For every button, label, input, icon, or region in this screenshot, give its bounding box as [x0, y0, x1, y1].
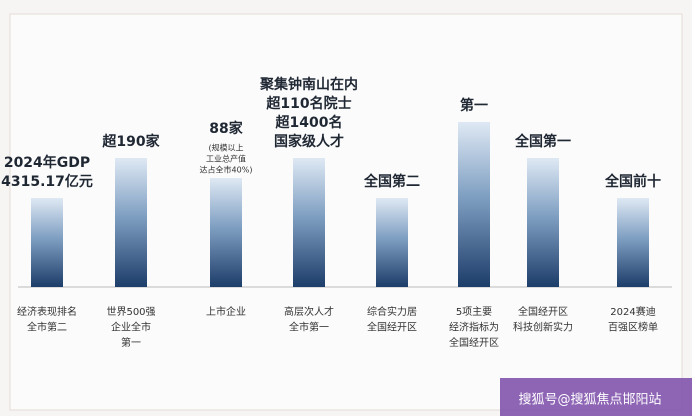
- top-label: 超110名院士: [265, 95, 351, 112]
- top-label: 全国第二: [363, 173, 420, 190]
- bottom-label: 上市企业: [206, 305, 246, 318]
- bar: [617, 198, 649, 287]
- top-label: 88家: [209, 120, 243, 137]
- bottom-label: 科技创新实力: [513, 321, 573, 334]
- top-label: 聚集钟南山在内: [259, 76, 358, 93]
- bar: [210, 178, 242, 287]
- bottom-label: 综合实力居: [367, 305, 417, 318]
- note-label: 达占全市40%): [200, 165, 253, 175]
- top-label: 国家级人才: [274, 133, 344, 150]
- top-label: 超1400名: [275, 114, 343, 131]
- banner: [500, 378, 692, 416]
- bottom-label: 全国经开区: [449, 336, 499, 349]
- top-label: 全国前十: [604, 173, 661, 190]
- bar: [458, 122, 490, 287]
- bottom-label: 全市第二: [27, 321, 67, 334]
- bottom-label: 经济表现排名: [17, 305, 77, 318]
- note-label: (规模以上: [208, 143, 243, 153]
- bar: [115, 158, 147, 287]
- bottom-label: 全国经开区: [518, 305, 568, 318]
- bottom-label: 企业全市: [111, 321, 151, 334]
- bottom-label: 5项主要: [456, 306, 492, 318]
- bottom-label: 第一: [121, 336, 141, 349]
- bottom-label: 2024赛迪: [610, 305, 655, 318]
- top-label: 4315.17亿元: [1, 173, 93, 190]
- top-label: 2024年GDP: [4, 154, 90, 171]
- bar: [527, 158, 559, 287]
- bottom-label: 百强区榜单: [608, 321, 658, 334]
- bottom-label: 高层次人才: [284, 305, 334, 318]
- top-label: 第一: [460, 97, 488, 114]
- bottom-label: 经济指标为: [449, 321, 499, 334]
- bar: [31, 198, 63, 287]
- note-label: 工业总产值: [206, 154, 246, 164]
- bottom-label: 全市第一: [289, 321, 329, 334]
- panel: [9, 13, 683, 411]
- bar: [376, 198, 408, 287]
- bar: [293, 158, 325, 287]
- bottom-label: 全国经开区: [367, 321, 417, 334]
- bottom-label: 世界500强: [106, 306, 155, 318]
- top-label: 超190家: [101, 133, 160, 150]
- top-label: 全国第一: [514, 133, 571, 150]
- watermark: 搜狐号@搜狐焦点邯阳站: [518, 393, 661, 408]
